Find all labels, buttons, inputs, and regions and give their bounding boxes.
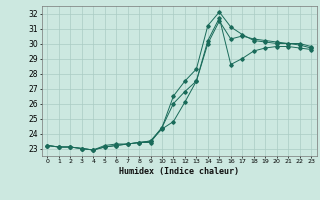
X-axis label: Humidex (Indice chaleur): Humidex (Indice chaleur) bbox=[119, 167, 239, 176]
